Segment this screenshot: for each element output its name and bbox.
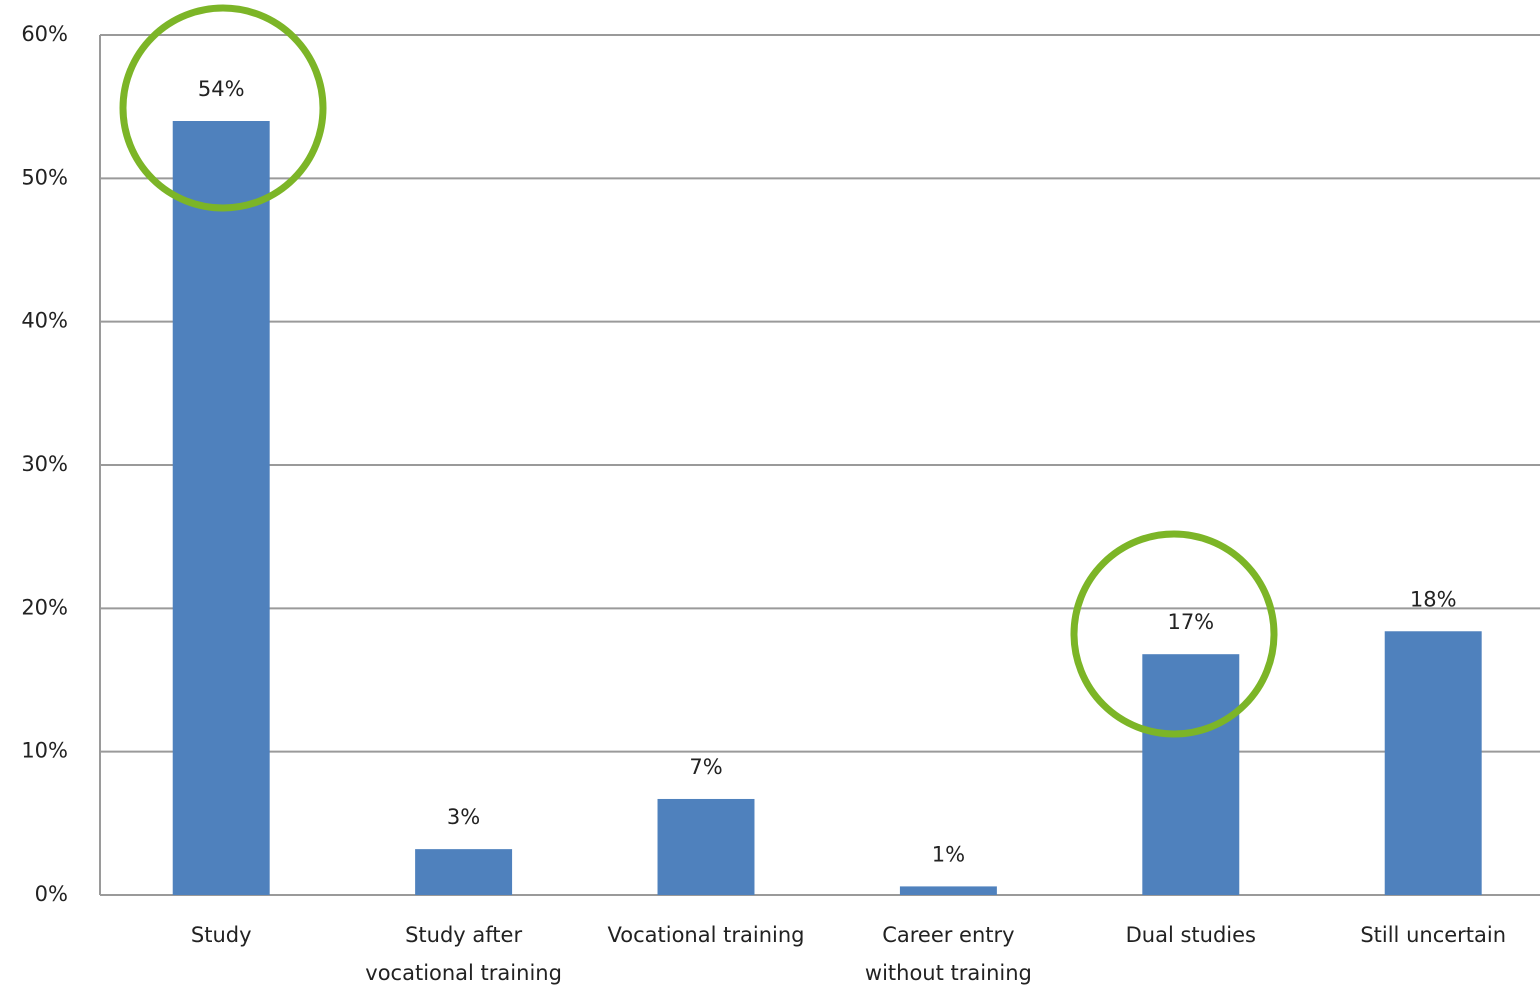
value-label: 7% (689, 755, 722, 779)
bar (657, 798, 755, 895)
bar (172, 121, 270, 895)
value-label: 18% (1410, 587, 1457, 611)
value-label: 54% (198, 77, 245, 101)
y-tick-label: 20% (21, 595, 68, 619)
y-tick-label: 60% (21, 22, 68, 46)
x-tick-label: Still uncertain (1360, 923, 1506, 947)
y-tick-label: 40% (21, 309, 68, 333)
y-tick-label: 30% (21, 452, 68, 476)
bar (1142, 654, 1240, 895)
x-tick-label: Career entry without training (865, 923, 1032, 985)
value-label: 17% (1167, 610, 1214, 634)
x-tick-label: Study after vocational training (365, 923, 562, 985)
highlight-circle (119, 4, 327, 212)
y-tick-label: 50% (21, 165, 68, 189)
value-label: 3% (447, 805, 480, 829)
bar (899, 886, 997, 895)
x-tick-label: Study (191, 923, 252, 947)
x-tick-label: Vocational training (608, 923, 805, 947)
highlight-circle (1070, 530, 1278, 738)
bar (1384, 631, 1482, 895)
y-tick-label: 0% (35, 882, 68, 906)
x-tick-label: Dual studies (1126, 923, 1256, 947)
value-label: 1% (932, 842, 965, 866)
bar (415, 849, 513, 895)
y-tick-label: 10% (21, 739, 68, 763)
